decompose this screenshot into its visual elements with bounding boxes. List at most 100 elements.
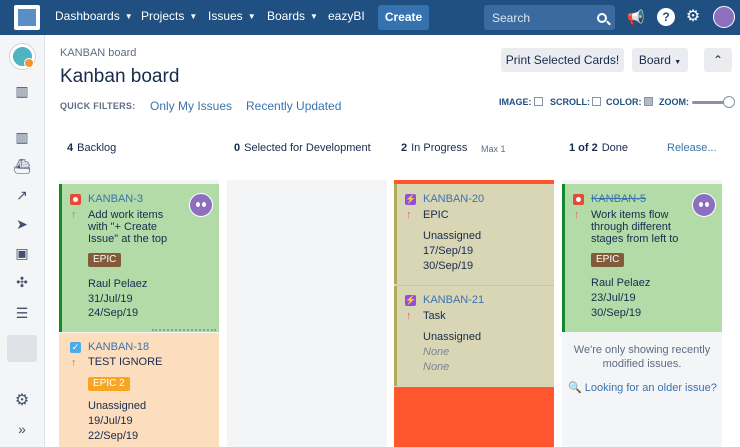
card-updated-date: 30/Sep/19 — [423, 260, 474, 272]
priority-arrow-up-icon: ↑ — [574, 209, 580, 221]
print-selected-cards-button[interactable]: Print Selected Cards! — [501, 48, 624, 72]
column-header-done: 1 of 2 Done — [569, 142, 628, 154]
card-summary-line: Work items flow — [591, 209, 669, 221]
settings-gear-icon[interactable]: ⚙ — [14, 392, 30, 409]
card-key[interactable]: KANBAN-5 — [591, 193, 647, 205]
double-chevron-up-icon: ⌃ — [712, 53, 724, 67]
card-assignee: Raul Pelaez — [88, 278, 148, 290]
nav-eazybi[interactable]: eazyBI — [328, 9, 365, 23]
filter-only-my-issues[interactable]: Only My Issues — [150, 99, 233, 113]
create-button[interactable]: Create — [378, 5, 429, 30]
image-option-label: IMAGE: — [499, 97, 532, 107]
zoom-slider[interactable] — [692, 101, 732, 104]
card-kanban-20[interactable]: ⚡ ↑ KANBAN-20 EPIC Unassigned 17/Sep/19 … — [394, 184, 554, 284]
breadcrumb[interactable]: KANBAN board — [60, 47, 137, 59]
priority-arrow-up-icon: ↑ — [71, 209, 77, 221]
page-title: Kanban board — [60, 66, 180, 87]
card-key[interactable]: KANBAN-18 — [88, 341, 150, 353]
nav-projects-label: Projects — [141, 9, 185, 23]
chevron-down-icon: ▼ — [124, 12, 133, 21]
chevron-down-icon: ▼ — [674, 59, 682, 66]
priority-arrow-up-icon: ↑ — [71, 357, 77, 369]
zoom-slider-handle[interactable] — [723, 96, 735, 108]
column-count: 1 of 2 — [569, 142, 598, 154]
reports-icon[interactable]: ↗ — [16, 187, 28, 203]
epic-lightning-icon: ⚡ — [405, 194, 417, 205]
card-updated-date: None — [423, 361, 450, 373]
column-count: 2 — [401, 142, 408, 154]
card-updated-date: 24/Sep/19 — [88, 307, 139, 319]
column-selected — [227, 180, 387, 447]
color-option: COLOR: — [606, 97, 653, 107]
search-input[interactable]: Search — [484, 5, 615, 30]
card-key[interactable]: KANBAN-20 — [423, 193, 485, 205]
card-divider — [152, 329, 216, 331]
nav-issues[interactable]: Issues ▼ — [208, 9, 256, 23]
nav-issues-label: Issues — [208, 9, 243, 23]
user-avatar[interactable] — [713, 6, 735, 28]
older-issue-link-label: Looking for an older issue? — [584, 382, 717, 394]
card-summary: Task — [423, 310, 446, 322]
zoom-label: ZOOM: — [659, 97, 689, 107]
nav-dashboards[interactable]: Dashboards ▼ — [55, 9, 133, 23]
column-name: Backlog — [77, 142, 117, 154]
search-placeholder: Search — [492, 11, 531, 25]
card-kanban-5[interactable]: ↑ KANBAN-5 Work items flow through diffe… — [562, 184, 722, 332]
magnifier-icon: 🔍 — [568, 382, 582, 394]
card-created-date: 31/Jul/19 — [88, 293, 133, 305]
jira-logo[interactable] — [14, 5, 40, 30]
card-summary-line: with "+ Create — [88, 221, 158, 233]
help-icon[interactable]: ? — [657, 8, 675, 26]
assignee-avatar — [692, 193, 716, 217]
chevron-down-icon: ▼ — [189, 12, 198, 21]
expand-sidebar-icon[interactable]: » — [18, 421, 26, 437]
priority-arrow-up-icon: ↑ — [406, 310, 412, 322]
columns-icon[interactable]: ▥ — [15, 129, 29, 145]
card-created-date: 17/Sep/19 — [423, 245, 474, 257]
column-name: Selected for Development — [244, 142, 371, 154]
card-kanban-3[interactable]: ↑ KANBAN-3 Add work items with "+ Create… — [59, 184, 219, 332]
recent-issues-message-line: We're only showing recently — [573, 344, 711, 356]
card-key[interactable]: KANBAN-3 — [88, 193, 144, 205]
card-assignee: Unassigned — [423, 230, 482, 242]
gear-icon[interactable]: ⚙ — [685, 8, 701, 25]
column-name: In Progress — [411, 142, 468, 154]
card-kanban-21[interactable]: ⚡ ↑ KANBAN-21 Task Unassigned None None — [394, 286, 554, 386]
megaphone-icon[interactable]: 📢 — [627, 9, 645, 25]
card-updated-date: 22/Sep/19 — [88, 430, 139, 442]
sidebar-active-highlight — [7, 335, 37, 362]
card-summary-line: through different — [591, 221, 671, 233]
nav-dashboards-label: Dashboards — [55, 9, 120, 23]
recent-issues-message: We're only showing recently modified iss… — [562, 343, 722, 371]
card-kanban-18[interactable]: ✓ ↑ KANBAN-18 TEST IGNORE EPIC 2 Unassig… — [59, 333, 219, 447]
scroll-checkbox[interactable] — [592, 97, 601, 106]
board-menu-button[interactable]: Board ▼ — [632, 48, 688, 72]
nav-boards-label: Boards — [267, 9, 306, 23]
ship-icon[interactable]: ⛴ — [13, 158, 31, 174]
card-created-date: None — [423, 346, 450, 358]
nav-projects[interactable]: Projects ▼ — [141, 9, 197, 23]
tree-icon[interactable]: ☰ — [15, 305, 29, 321]
filter-recently-updated[interactable]: Recently Updated — [246, 99, 342, 113]
color-checkbox[interactable] — [643, 97, 653, 106]
image-checkbox[interactable] — [533, 97, 543, 106]
release-link[interactable]: Release... — [667, 142, 717, 154]
puzzle-icon[interactable]: ✣ — [16, 274, 28, 290]
board-icon[interactable]: ▥ — [15, 83, 29, 99]
project-avatar[interactable] — [10, 44, 35, 69]
recent-issues-message-line: modified issues. — [602, 358, 682, 370]
scroll-option: SCROLL: — [550, 97, 601, 107]
column-header-selected: 0 Selected for Development — [234, 142, 371, 154]
monitor-icon[interactable]: ▣ — [15, 245, 29, 261]
wip-limit-overflow — [394, 387, 554, 447]
card-summary-line: Issue" at the top — [88, 233, 168, 245]
epic-badge: EPIC 2 — [88, 377, 130, 391]
nav-boards[interactable]: Boards ▼ — [267, 9, 318, 23]
older-issue-link[interactable]: 🔍 Looking for an older issue? — [568, 381, 717, 394]
chevron-down-icon: ▼ — [310, 12, 318, 21]
releases-icon[interactable]: ➤ — [16, 216, 28, 232]
card-key[interactable]: KANBAN-21 — [423, 294, 485, 306]
collapse-header-button[interactable]: ⌃ — [704, 48, 732, 72]
card-created-date: 19/Jul/19 — [88, 415, 133, 427]
top-navigation-bar: Dashboards ▼ Projects ▼ Issues ▼ Boards ▼ ea… — [0, 0, 740, 35]
